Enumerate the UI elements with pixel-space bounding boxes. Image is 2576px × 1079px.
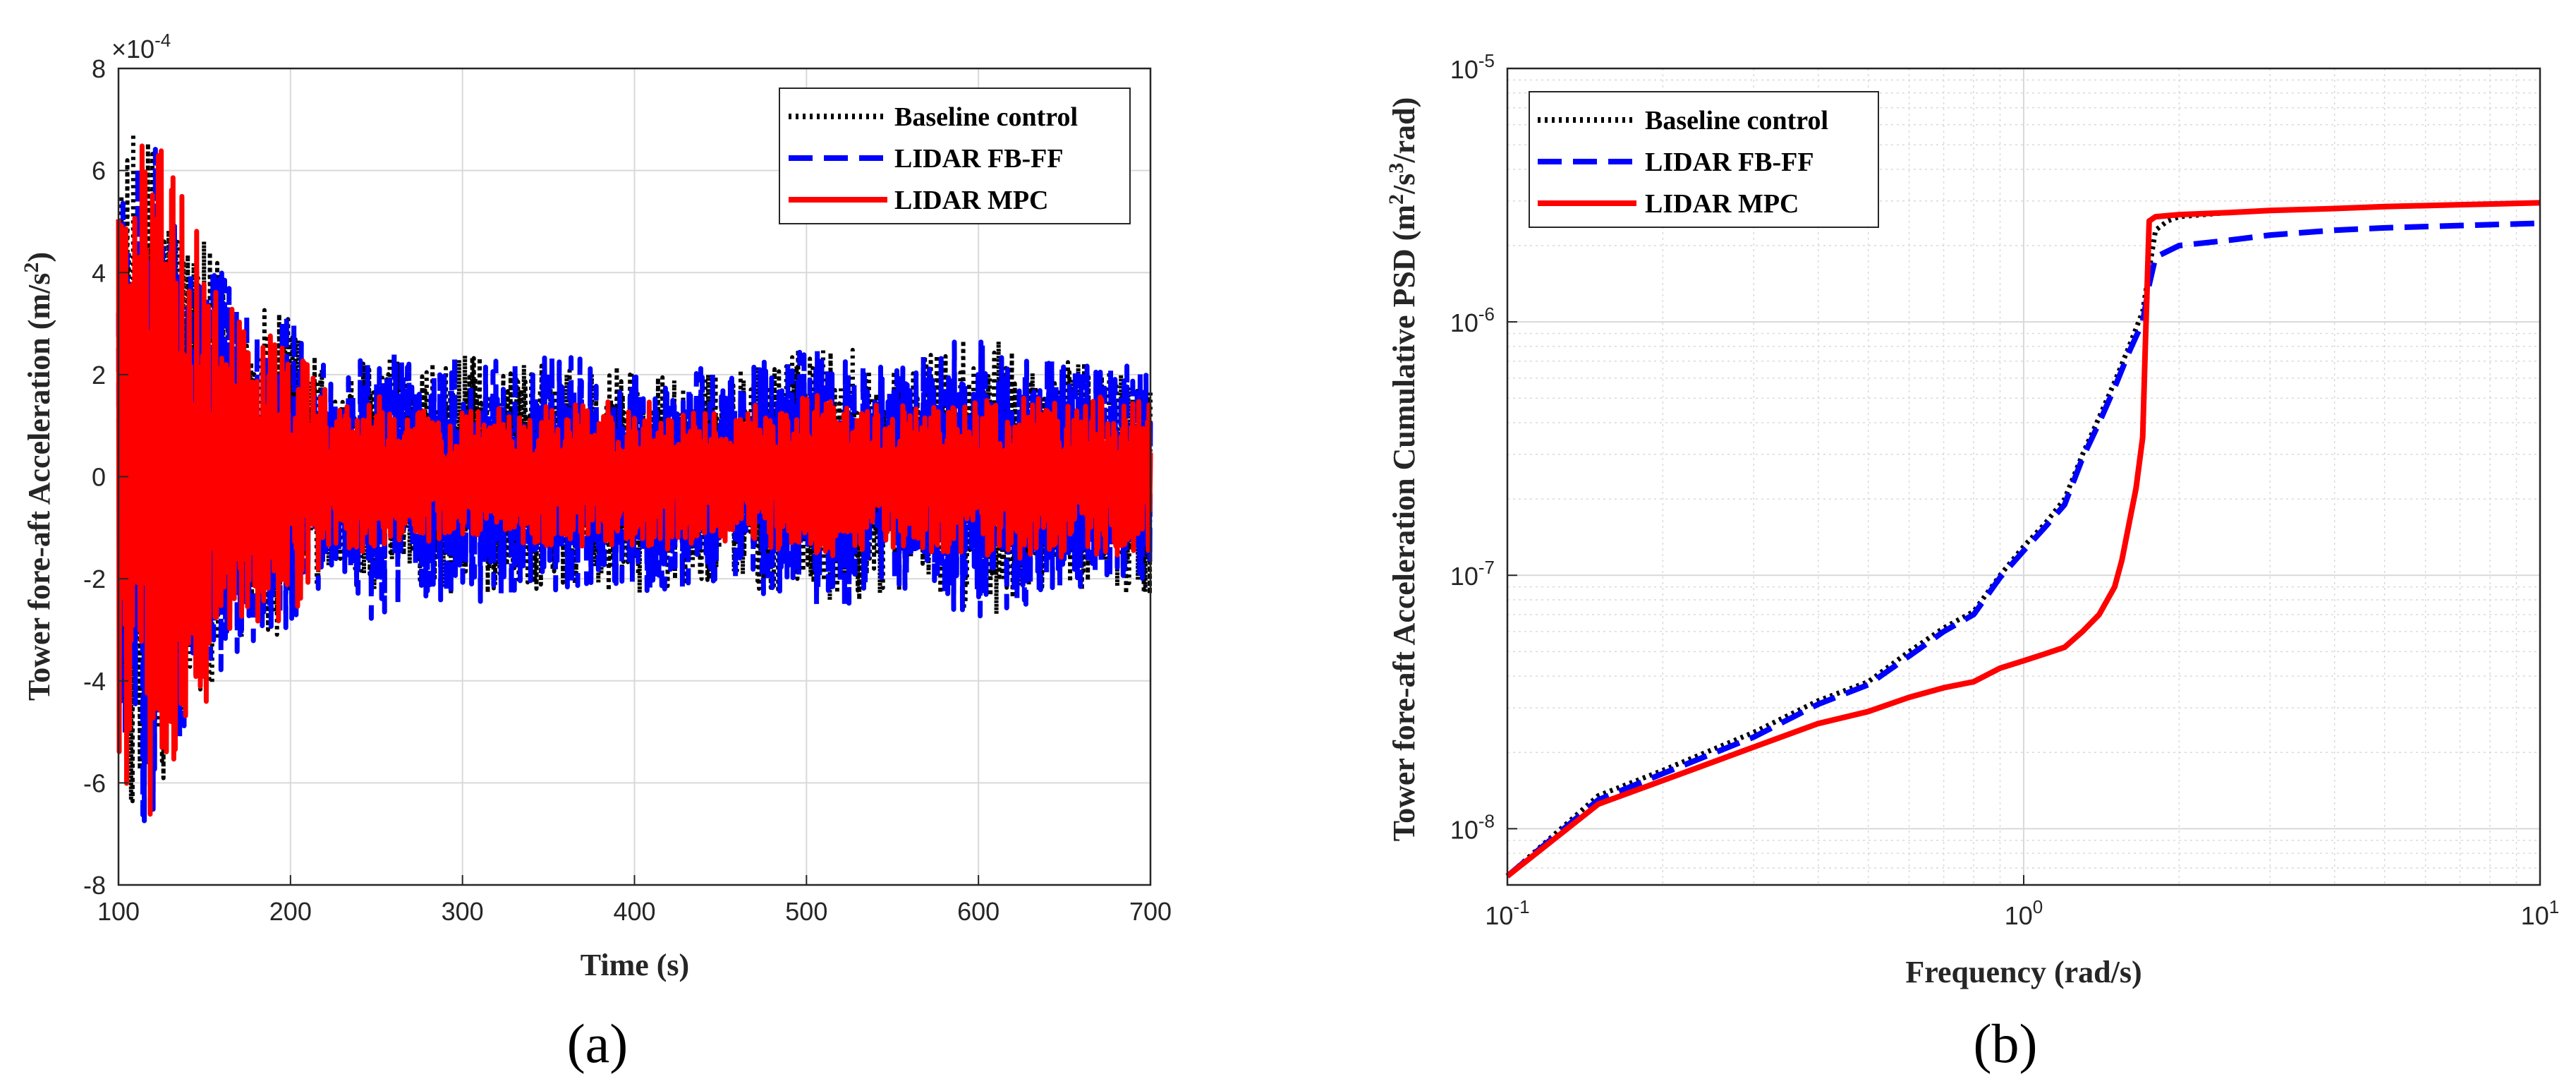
legend-a-baseline-label: Baseline control [894,102,1078,132]
chart-b-series-dashed [1505,220,2541,879]
chart-a-xtick-label: 500 [785,897,827,926]
chart-a-ytick-label: -8 [83,871,106,900]
chart-b-xlabel: Frequency (rad/s) [1905,955,2141,989]
chart-a-xtick-label: 300 [442,897,484,926]
legend-b-fbff-label: LIDAR FB-FF [1645,147,1814,177]
chart-b-ytick-label: 10-8 [1450,810,1495,844]
chart-b-series-solid [1505,200,2541,879]
chart-a-ytick-label: -4 [83,667,106,696]
chart-b-ylabel: Tower fore-aft Acceleration Cumulative P… [1385,97,1421,841]
chart-b-legend: Baseline control LIDAR FB-FF LIDAR MPC [1529,91,1879,228]
chart-b-xtick-label: 101 [2521,896,2560,930]
chart-a-ticks: 100 200 300 400 500 600 700 -8 -6 -4 -2 0 2 4 6 8 [83,54,1172,926]
panel-label-b: (b) [1974,1013,2038,1074]
chart-a-ytick-label: -6 [83,768,106,797]
chart-a-ytick-label: 6 [92,157,106,186]
panel-label-a: (a) [567,1013,628,1074]
chart-a-xtick-label: 100 [97,897,140,926]
chart-b-xtick-label: 100 [2005,896,2043,930]
chart-b: 10-1 100 101 10-8 10-7 10-6 10-5 Frequency (ra… [1385,50,2559,989]
chart-a-series-dashed [116,147,1153,824]
chart-a-xtick-label: 200 [269,897,312,926]
chart-a-ylabel: Tower fore-aft Acceleration (m/s2) [20,252,56,701]
chart-a-ytick-label: 0 [92,463,106,492]
legend-a-fbff-label: LIDAR FB-FF [894,144,1064,174]
chart-b-ytick-label: 10-5 [1450,50,1495,84]
chart-a: 100 200 300 400 500 600 700 -8 -6 -4 -2 0 2 4 6 8 ×10-4… [20,30,1172,982]
chart-a-xtick-label: 600 [957,897,1000,926]
chart-b-ytick-label: 10-6 [1450,303,1495,337]
chart-b-ticks: 10-1 100 101 10-8 10-7 10-6 10-5 [1450,50,2559,930]
chart-a-ytick-label: 4 [92,258,106,287]
chart-a-exponent-label: ×10-4 [111,30,171,64]
chart-a-ytick-label: -2 [83,565,106,593]
chart-b-ytick-label: 10-7 [1450,557,1495,591]
chart-a-xtick-label: 700 [1129,897,1172,926]
chart-a-series-solid [116,143,1153,817]
chart-a-ytick-label: 8 [92,54,106,83]
legend-b-mpc-label: LIDAR MPC [1645,189,1799,219]
chart-a-legend: Baseline control LIDAR FB-FF LIDAR MPC [779,88,1131,224]
chart-b-xtick-label: 10-1 [1485,896,1529,930]
chart-b-series [1505,200,2541,879]
chart-a-xlabel: Time (s) [581,948,689,982]
chart-a-xtick-label: 400 [613,897,655,926]
legend-b-baseline-label: Baseline control [1645,106,1828,135]
chart-a-ytick-label: 2 [92,361,106,390]
chart-a-series [116,131,1153,824]
legend-a-mpc-label: LIDAR MPC [894,186,1048,215]
